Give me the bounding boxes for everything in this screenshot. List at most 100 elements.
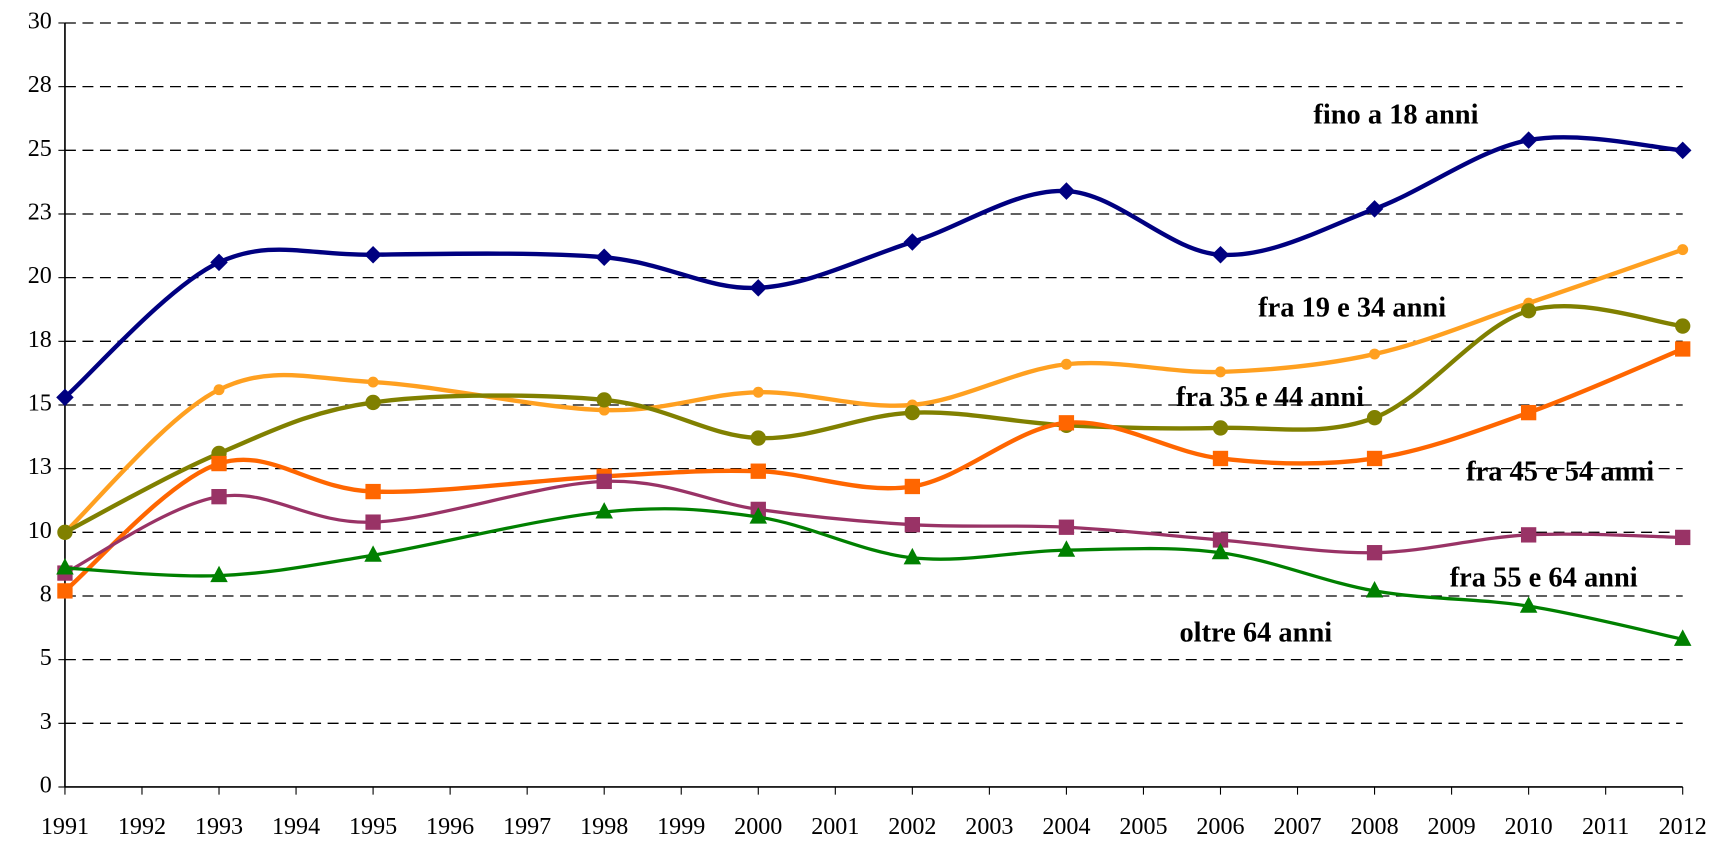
x-tick-label: 1996	[426, 814, 474, 840]
x-tick-label: 2002	[888, 814, 936, 840]
marker	[1365, 581, 1384, 598]
x-tick-label: 1995	[349, 814, 397, 840]
x-tick-label: 2012	[1659, 814, 1707, 840]
marker	[56, 388, 74, 407]
marker	[364, 545, 382, 562]
y-tick-label: 30	[28, 9, 52, 35]
marker	[365, 394, 381, 411]
marker	[1366, 545, 1383, 561]
x-tick-label: 2008	[1350, 814, 1398, 840]
marker	[1366, 450, 1383, 467]
marker	[210, 565, 228, 583]
series-line	[63, 304, 1683, 535]
marker	[57, 583, 73, 599]
x-tick-label: 2011	[1582, 814, 1629, 840]
marker	[904, 478, 921, 495]
marker	[1058, 415, 1075, 431]
x-tick-label: 2009	[1428, 814, 1476, 840]
marker	[1520, 527, 1537, 543]
marker	[56, 558, 74, 575]
marker	[367, 376, 379, 388]
marker	[1519, 596, 1538, 613]
y-tick-label: 13	[28, 454, 52, 480]
series-label: fra 55 e 64 anni	[1450, 563, 1638, 594]
series-label: fra 45 e 54 anni	[1466, 456, 1654, 487]
x-tick-label: 1997	[503, 814, 551, 840]
marker	[1366, 410, 1383, 426]
y-tick-label: 15	[28, 391, 52, 417]
marker	[1673, 629, 1692, 646]
y-tick-label: 18	[28, 327, 52, 353]
series-label: fra 19 e 34 anni	[1258, 292, 1446, 323]
marker	[595, 248, 613, 267]
marker	[904, 517, 921, 533]
marker	[213, 384, 225, 396]
marker	[365, 483, 381, 500]
series-line	[64, 507, 1684, 641]
marker	[1677, 244, 1689, 256]
marker	[1212, 420, 1229, 436]
x-tick-label: 2001	[811, 814, 859, 840]
marker	[1520, 303, 1537, 319]
marker	[749, 279, 768, 297]
marker	[598, 404, 610, 416]
marker	[903, 547, 922, 565]
x-tick-label: 2010	[1505, 814, 1553, 840]
marker	[364, 245, 382, 264]
x-tick-label: 1994	[272, 814, 320, 840]
x-tick-label: 1998	[580, 814, 628, 840]
marker	[1058, 519, 1075, 535]
marker	[903, 233, 922, 251]
marker	[1673, 141, 1692, 160]
y-tick-label: 3	[40, 709, 52, 735]
x-tick-label: 1999	[657, 814, 705, 840]
series-label: fino a 18 anni	[1313, 100, 1478, 131]
marker	[1520, 404, 1537, 421]
series-line	[64, 479, 1683, 575]
x-tick-label: 2004	[1042, 814, 1090, 840]
x-tick-label: 2005	[1119, 814, 1167, 840]
x-tick-label: 2003	[965, 814, 1013, 840]
series-label: oltre 64 anni	[1179, 617, 1332, 648]
x-tick-label: 1992	[118, 814, 166, 840]
marker	[596, 473, 612, 490]
y-tick-label: 20	[28, 263, 52, 289]
marker	[752, 386, 764, 398]
x-tick-label: 2007	[1273, 814, 1321, 840]
marker	[365, 514, 381, 530]
y-tick-label: 23	[28, 200, 52, 226]
marker	[750, 430, 766, 446]
y-tick-label: 5	[40, 645, 52, 671]
marker	[1057, 182, 1076, 200]
marker	[904, 404, 921, 421]
x-tick-label: 2006	[1196, 814, 1244, 840]
marker	[211, 455, 227, 472]
marker	[211, 489, 227, 505]
marker	[1057, 540, 1076, 557]
y-tick-label: 10	[28, 518, 52, 544]
marker	[750, 463, 766, 479]
y-tick-label: 0	[40, 773, 52, 799]
marker	[596, 392, 612, 408]
x-tick-label: 2000	[734, 814, 782, 840]
series-line	[63, 135, 1683, 399]
x-tick-label: 1991	[41, 814, 89, 840]
y-tick-label: 25	[28, 136, 52, 162]
marker	[1212, 532, 1229, 548]
marker	[1365, 200, 1384, 218]
marker	[1211, 542, 1230, 560]
series-label: fra 35 e 44 anni	[1176, 382, 1364, 413]
marker	[1369, 348, 1381, 360]
marker	[1675, 529, 1691, 546]
marker	[1519, 131, 1538, 149]
marker	[749, 507, 768, 524]
marker	[595, 502, 613, 519]
x-tick-label: 1993	[195, 814, 243, 840]
marker	[210, 253, 228, 272]
series-line	[63, 247, 1684, 534]
marker	[1675, 318, 1691, 334]
marker	[1215, 366, 1226, 378]
series-line	[63, 346, 1684, 593]
y-tick-label: 8	[40, 582, 52, 608]
